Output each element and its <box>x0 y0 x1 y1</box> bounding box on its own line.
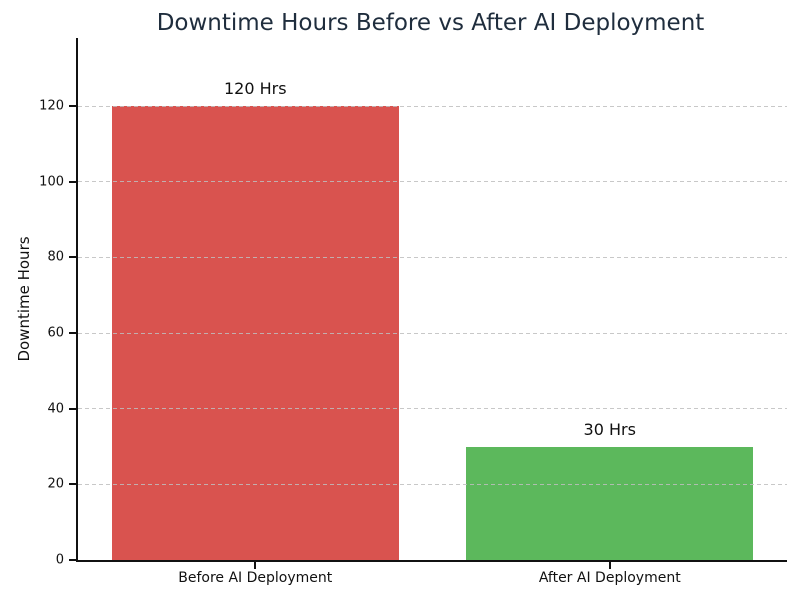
bar-value-label-0: 120 Hrs <box>223 79 287 99</box>
gridline-y-120 <box>78 105 787 107</box>
x-tick-mark-1 <box>608 562 611 569</box>
y-tick-label-0: 0 <box>55 552 64 568</box>
bar-1 <box>466 446 754 560</box>
gridline-y-60 <box>78 332 787 334</box>
y-tick-label-40: 40 <box>47 401 64 417</box>
x-tick-mark-0 <box>254 562 257 569</box>
y-tick-label-60: 60 <box>47 325 64 341</box>
x-tick-label-1: After AI Deployment <box>538 570 681 586</box>
y-tick-mark-100 <box>69 180 76 183</box>
y-tick-mark-40 <box>69 407 76 410</box>
chart-title: Downtime Hours Before vs After AI Deploy… <box>156 10 705 36</box>
gridline-y-100 <box>78 181 787 183</box>
plot-area: 0 20 40 60 80 100 120 120 Hrs Before AI Deployme… <box>39 38 787 586</box>
y-tick-label-120: 120 <box>39 98 64 114</box>
y-tick-label-100: 100 <box>39 174 64 190</box>
y-tick-mark-20 <box>69 483 76 486</box>
y-tick-label-80: 80 <box>47 249 64 265</box>
y-tick-mark-60 <box>69 332 76 335</box>
y-tick-mark-0 <box>69 559 76 561</box>
y-axis-label: Downtime Hours <box>15 236 33 362</box>
bar-value-label-1: 30 Hrs <box>583 419 636 439</box>
y-tick-mark-80 <box>69 256 76 259</box>
gridline-y-80 <box>78 256 787 258</box>
y-tick-label-20: 20 <box>47 476 64 492</box>
gridline-y-20 <box>78 483 787 485</box>
x-tick-label-0: Before AI Deployment <box>178 570 333 586</box>
y-tick-mark-120 <box>69 105 76 108</box>
gridline-y-40 <box>78 408 787 410</box>
